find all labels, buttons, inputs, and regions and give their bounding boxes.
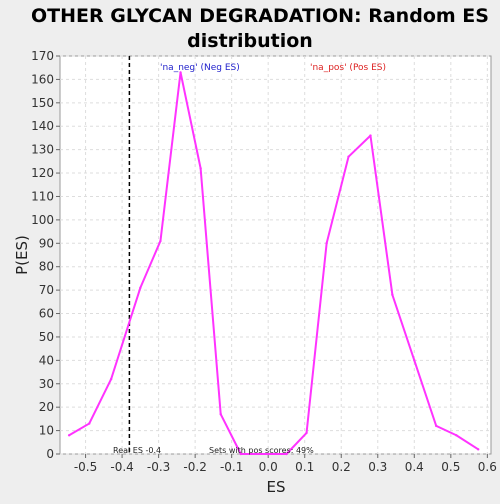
y-tick-label: 100: [31, 213, 54, 227]
data-point: [325, 242, 328, 245]
y-tick-label: 40: [39, 353, 54, 367]
plot-area: [59, 55, 492, 455]
pos-es-label: 'na_pos' (Pos ES): [310, 63, 386, 73]
x-tick-label: 0.5: [441, 460, 460, 474]
axis-ticks: 0 10 20 30 40 50 60 70 80 90 100 110 120 130 140 150 160…: [31, 49, 497, 474]
x-tick-label: 0.1: [295, 460, 314, 474]
y-tick-label: 110: [31, 189, 54, 203]
x-axis-label: ES: [267, 478, 286, 496]
x-tick-label: -0.4: [110, 460, 133, 474]
chart-title-line-2: distribution: [187, 30, 313, 52]
y-tick-label: 140: [31, 119, 54, 133]
data-point: [179, 71, 182, 74]
data-point: [391, 293, 394, 296]
data-point: [455, 434, 458, 437]
y-tick-label: 90: [39, 236, 54, 250]
grid-lines: [60, 55, 491, 455]
x-tick-label: 0.0: [259, 460, 278, 474]
data-point: [159, 239, 162, 243]
chart-title-line-1: OTHER GLYCAN DEGRADATION: Random ES: [31, 5, 489, 27]
data-point: [109, 377, 113, 381]
y-tick-label: 150: [31, 96, 54, 110]
data-point: [219, 413, 222, 416]
series-layer: [67, 71, 480, 456]
real-es-label: Real ES -0.4: [113, 446, 161, 455]
data-point: [413, 359, 416, 362]
neg-es-label: 'na_neg' (Neg ES): [160, 63, 240, 73]
data-point: [67, 434, 71, 437]
y-tick-label: 80: [39, 260, 54, 274]
data-point: [347, 155, 350, 158]
x-tick-label: -0.2: [183, 460, 206, 474]
y-tick-label: 0: [46, 447, 54, 461]
series-line: [68, 71, 479, 455]
x-tick-label: 0.2: [332, 460, 351, 474]
data-point: [266, 452, 270, 456]
y-tick-label: 170: [31, 49, 54, 63]
data-point: [88, 422, 91, 425]
y-tick-label: 120: [31, 166, 54, 180]
x-tick-label: 0.3: [368, 460, 387, 474]
x-tick-label: -0.1: [220, 460, 243, 474]
x-tick-label: 0.4: [405, 460, 424, 474]
data-point: [285, 452, 288, 456]
data-point: [305, 431, 308, 435]
data-point: [477, 448, 480, 451]
y-tick-label: 10: [39, 424, 54, 438]
y-tick-label: 60: [39, 307, 54, 321]
x-tick-label: -0.5: [74, 460, 97, 474]
data-point: [139, 286, 142, 289]
y-tick-label: 50: [39, 330, 54, 344]
y-tick-label: 30: [39, 377, 54, 391]
y-tick-label: 70: [39, 283, 54, 297]
y-tick-label: 20: [39, 400, 54, 414]
x-tick-label: 0.6: [478, 460, 497, 474]
data-point: [369, 134, 372, 137]
y-tick-label: 160: [31, 72, 54, 86]
y-tick-label: 130: [31, 143, 54, 157]
pos-scores-label: Sets with pos scores: 49%: [209, 446, 314, 455]
x-tick-label: -0.3: [147, 460, 170, 474]
data-point: [239, 452, 243, 456]
data-point: [435, 424, 438, 428]
data-point: [199, 167, 202, 170]
y-axis-label: P(ES): [13, 235, 31, 275]
